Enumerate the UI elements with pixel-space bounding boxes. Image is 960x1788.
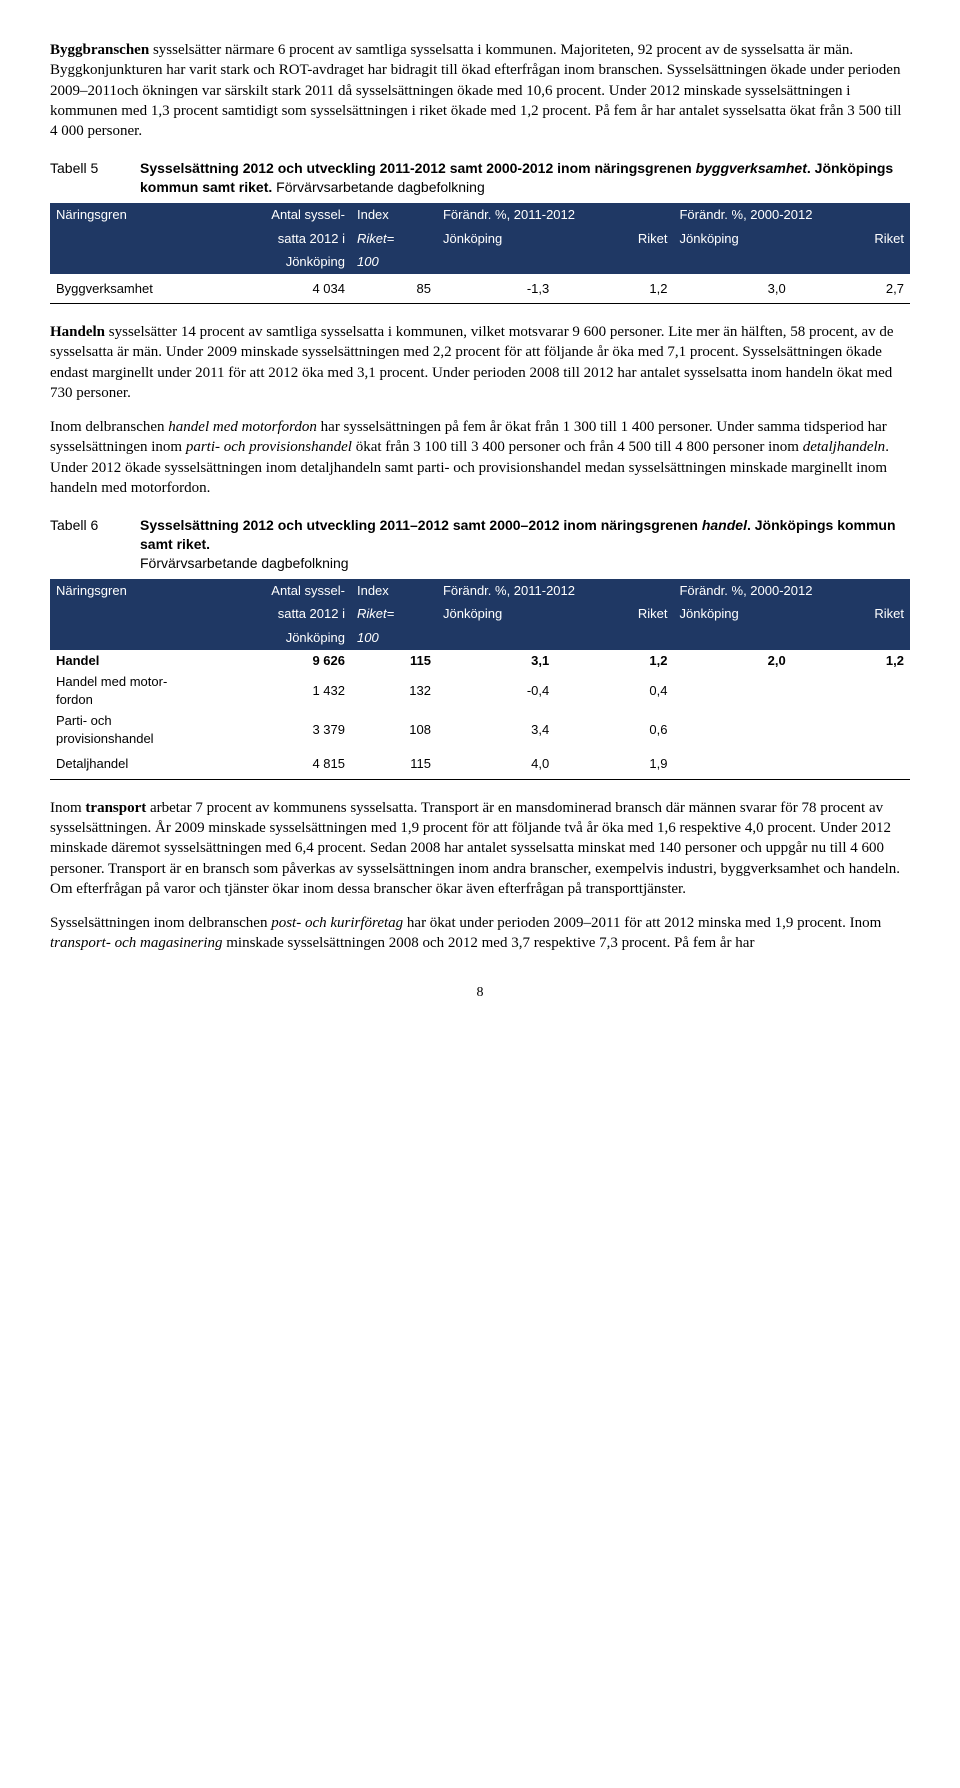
- hdr-antal-2: satta 2012 i: [239, 227, 351, 251]
- table-row: Parti- ochprovisionshandel3 3791083,40,6: [50, 710, 910, 749]
- cell-d2j: 2,0: [673, 650, 791, 672]
- table6-label: Tabell 6: [50, 516, 140, 573]
- table-row: Handel9 6261153,11,22,01,2: [50, 650, 910, 672]
- table5-title: Sysselsättning 2012 och utveckling 2011-…: [140, 159, 910, 197]
- table-row: Detaljhandel4 8151154,01,9: [50, 749, 910, 779]
- cell-d2r: 1,2: [792, 650, 910, 672]
- table6-block: Tabell 6 Sysselsättning 2012 och utveckl…: [50, 516, 910, 780]
- cell-d2r: [792, 671, 910, 710]
- cell-name: Parti- ochprovisionshandel: [50, 710, 239, 749]
- cell-d1r: 1,2: [555, 274, 673, 304]
- cell-antal: 4 815: [239, 749, 351, 779]
- cell-index: 132: [351, 671, 437, 710]
- cell-index: 115: [351, 749, 437, 779]
- table6-caption: Tabell 6 Sysselsättning 2012 och utveckl…: [50, 516, 910, 573]
- cell-antal: 4 034: [239, 274, 351, 304]
- cell-index: 108: [351, 710, 437, 749]
- paragraph-handeln: Handeln sysselsätter 14 procent av samtl…: [50, 322, 910, 403]
- cell-d1r: 0,6: [555, 710, 673, 749]
- table6-title: Sysselsättning 2012 och utveckling 2011–…: [140, 516, 910, 573]
- hdr-jk1: Jönköping: [437, 227, 555, 251]
- cell-name: Handel med motor-fordon: [50, 671, 239, 710]
- cell-index: 85: [351, 274, 437, 304]
- paragraph-bygg: Byggbranschen sysselsätter närmare 6 pro…: [50, 40, 910, 141]
- cell-d2r: [792, 749, 910, 779]
- hdr-naringsgren: Näringsgren: [50, 579, 239, 650]
- hdr-rk2: Riket: [792, 227, 910, 251]
- table-row: Handel med motor-fordon1 432132-0,40,4: [50, 671, 910, 710]
- cell-d1j: -1,3: [437, 274, 555, 304]
- hdr-index-2: Riket=: [351, 227, 437, 251]
- cell-d2j: [673, 671, 791, 710]
- lead-bygg: Byggbranschen: [50, 42, 149, 58]
- hdr-rk1: Riket: [555, 227, 673, 251]
- hdr-naringsgren: Näringsgren: [50, 203, 239, 274]
- cell-name: Detaljhandel: [50, 749, 239, 779]
- paragraph-transport: Inom transport arbetar 7 procent av komm…: [50, 798, 910, 899]
- cell-d1j: 3,1: [437, 650, 555, 672]
- cell-name: Byggverksamhet: [50, 274, 239, 304]
- table5-label: Tabell 5: [50, 159, 140, 197]
- paragraph-delbransch: Inom delbranschen handel med motorfordon…: [50, 417, 910, 498]
- page-number: 8: [50, 984, 910, 1003]
- hdr-antal-3: Jönköping: [239, 250, 351, 274]
- text: sysselsätter närmare 6 procent av samtli…: [50, 42, 901, 139]
- hdr-g2: Förändr. %, 2000-2012: [673, 203, 910, 227]
- table5: Näringsgren Antal syssel- Index Förändr.…: [50, 203, 910, 304]
- cell-d1r: 1,2: [555, 650, 673, 672]
- hdr-index-3: 100: [351, 250, 437, 274]
- cell-antal: 3 379: [239, 710, 351, 749]
- cell-d2j: [673, 710, 791, 749]
- table5-block: Tabell 5 Sysselsättning 2012 och utveckl…: [50, 159, 910, 304]
- cell-d2r: [792, 710, 910, 749]
- cell-index: 115: [351, 650, 437, 672]
- cell-d2j: [673, 749, 791, 779]
- cell-d2r: 2,7: [792, 274, 910, 304]
- hdr-antal-1: Antal syssel-: [239, 203, 351, 227]
- table-row: Byggverksamhet 4 034 85 -1,3 1,2 3,0 2,7: [50, 274, 910, 304]
- cell-d1r: 1,9: [555, 749, 673, 779]
- hdr-g1: Förändr. %, 2011-2012: [437, 203, 674, 227]
- cell-antal: 1 432: [239, 671, 351, 710]
- paragraph-post: Sysselsättningen inom delbranschen post-…: [50, 913, 910, 954]
- table5-caption: Tabell 5 Sysselsättning 2012 och utveckl…: [50, 159, 910, 197]
- cell-antal: 9 626: [239, 650, 351, 672]
- lead-handeln: Handeln: [50, 324, 105, 340]
- cell-d1j: -0,4: [437, 671, 555, 710]
- cell-d1r: 0,4: [555, 671, 673, 710]
- cell-d1j: 3,4: [437, 710, 555, 749]
- table6: Näringsgren Antal syssel- Index Förändr.…: [50, 579, 910, 780]
- hdr-index-1: Index: [351, 203, 437, 227]
- hdr-jk2: Jönköping: [673, 227, 791, 251]
- cell-d1j: 4,0: [437, 749, 555, 779]
- cell-d2j: 3,0: [673, 274, 791, 304]
- cell-name: Handel: [50, 650, 239, 672]
